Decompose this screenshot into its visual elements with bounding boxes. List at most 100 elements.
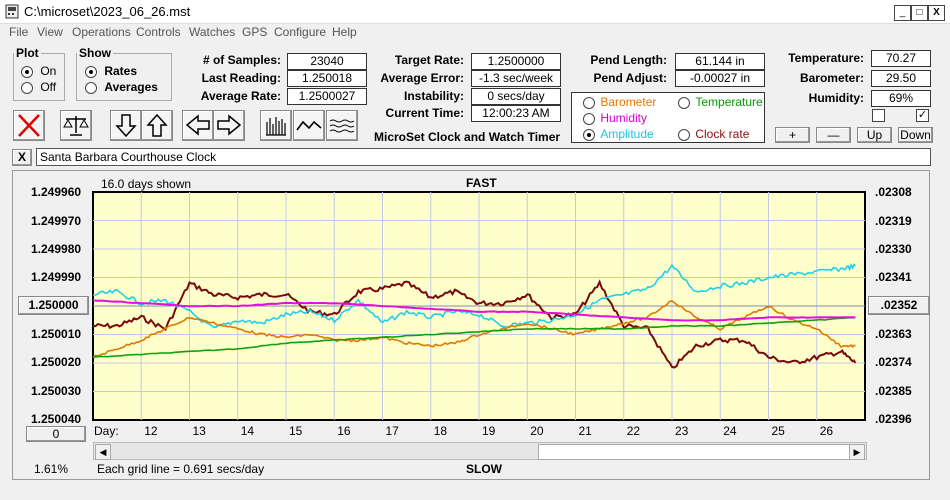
right-tick-4: .02341 xyxy=(875,270,912,284)
humidity-field: 69% xyxy=(871,90,931,107)
right-tick-7: .02385 xyxy=(875,384,912,398)
plot-off-radio[interactable]: Off xyxy=(21,80,56,94)
show-rates-label: Rates xyxy=(104,64,138,78)
app-icon xyxy=(5,4,19,19)
option-checkbox-2[interactable]: ✓ xyxy=(916,109,929,122)
show-group-title: Show xyxy=(79,46,111,60)
samples-label: # of Samples: xyxy=(202,53,281,67)
pend-length-label: Pend Length: xyxy=(590,53,667,67)
arrow-down-icon xyxy=(115,114,137,138)
day-tick-label: 24 xyxy=(723,424,737,438)
minus-button[interactable]: — xyxy=(816,127,851,143)
day-axis-label: Day: xyxy=(94,424,119,438)
instability-label: Instability: xyxy=(403,89,464,103)
minimize-button[interactable]: _ xyxy=(894,5,911,21)
overlay-humidity-label: Humidity xyxy=(600,111,648,125)
menu-watches[interactable]: Watches xyxy=(189,25,236,39)
menu-gps[interactable]: GPS xyxy=(242,25,268,39)
app-name: MicroSet Clock and Watch Timer xyxy=(374,130,561,144)
plot-on-radio[interactable]: On xyxy=(21,64,56,78)
maximize-button[interactable]: □ xyxy=(911,5,928,21)
overlay-clock-rate-radio[interactable]: Clock rate xyxy=(678,127,749,141)
overlay-amplitude-label: Amplitude xyxy=(600,127,654,141)
menu-configure[interactable]: Configure xyxy=(274,25,327,39)
day-tick-label: 12 xyxy=(144,424,158,438)
last-reading-field: 1.250018 xyxy=(287,70,367,87)
menu-file[interactable]: File xyxy=(9,25,29,39)
up-button[interactable]: Up xyxy=(857,127,892,143)
show-averages-radio[interactable]: Averages xyxy=(85,80,158,94)
horizontal-scrollbar[interactable]: ◀ ▶ xyxy=(93,442,867,460)
right-tick-2: .02319 xyxy=(875,214,912,228)
left-tick-2: 1.249970 xyxy=(31,214,82,228)
menu-controls[interactable]: Controls xyxy=(136,25,181,39)
right-tick-3: .02330 xyxy=(875,242,912,256)
plot-group: Plot xyxy=(13,46,65,101)
move-right-button[interactable] xyxy=(213,110,245,141)
day-tick-label: 15 xyxy=(289,424,303,438)
move-left-button[interactable] xyxy=(182,110,214,141)
temperature-label: Temperature: xyxy=(788,51,864,65)
move-up-button[interactable] xyxy=(141,110,173,141)
center-amplitude-button[interactable]: .02352 xyxy=(868,296,930,315)
avg-error-label: Average Error: xyxy=(380,71,464,85)
scroll-thumb[interactable] xyxy=(538,444,850,460)
overlay-barometer-radio[interactable]: Barometer xyxy=(583,95,656,109)
zero-button[interactable]: 0 xyxy=(26,426,86,442)
series-temperature xyxy=(92,316,856,359)
avg-rate-label: Average Rate: xyxy=(200,89,281,103)
day-tick-label: 19 xyxy=(482,424,496,438)
day-tick-label: 22 xyxy=(626,424,641,438)
day-tick-label: 13 xyxy=(192,424,206,438)
center-rate-button[interactable]: 1.250000 xyxy=(18,296,89,315)
menu-operations[interactable]: Operations xyxy=(72,25,131,39)
radio-selected-icon xyxy=(85,65,97,78)
percent-label: 1.61% xyxy=(34,462,69,476)
plot-on-label: On xyxy=(40,64,57,78)
day-tick-label: 23 xyxy=(675,424,689,438)
day-tick-label: 14 xyxy=(240,424,255,438)
overlay-temperature-radio[interactable]: Temperature xyxy=(678,95,763,109)
series-barometer xyxy=(92,300,856,358)
histogram-icon xyxy=(266,117,286,136)
window-title: C:\microset\2023_06_26.mst xyxy=(24,4,191,19)
overlay-humidity-radio[interactable]: Humidity xyxy=(583,111,647,125)
pend-length-field: 61.144 in xyxy=(675,53,765,70)
option-checkbox-1[interactable] xyxy=(872,109,885,122)
overlay-temperature-label: Temperature xyxy=(695,95,763,109)
balance-button[interactable] xyxy=(60,110,92,141)
days-shown-label: 16.0 days shown xyxy=(101,177,192,191)
overlay-amplitude-radio[interactable]: Amplitude xyxy=(583,127,654,141)
menu-help[interactable]: Help xyxy=(332,25,357,39)
scroll-left-icon[interactable]: ◀ xyxy=(95,444,111,460)
title-bar: C:\microset\2023_06_26.mst _ □ X xyxy=(0,0,950,24)
show-group: Show xyxy=(76,46,172,101)
left-tick-6: 1.250020 xyxy=(31,355,82,369)
stop-button[interactable] xyxy=(13,110,45,141)
radio-icon xyxy=(85,81,97,94)
day-tick-label: 17 xyxy=(385,424,399,438)
slow-label: SLOW xyxy=(466,462,502,476)
plus-button[interactable]: + xyxy=(775,127,810,143)
x-icon xyxy=(18,114,40,137)
menu-view[interactable]: View xyxy=(37,25,63,39)
radio-selected-icon xyxy=(583,128,595,141)
close-button[interactable]: X xyxy=(928,5,945,21)
plot-series xyxy=(92,263,857,369)
radio-selected-icon xyxy=(21,65,33,78)
humidity-label: Humidity: xyxy=(808,91,864,105)
bar-chart-button[interactable] xyxy=(260,110,292,141)
left-tick-8: 1.250040 xyxy=(31,412,82,426)
down-button[interactable]: Down xyxy=(898,127,933,143)
clock-name-input[interactable]: Santa Barbara Courthouse Clock xyxy=(36,148,931,166)
scale-icon xyxy=(63,116,89,136)
fast-label: FAST xyxy=(466,176,497,190)
clear-name-button[interactable]: X xyxy=(12,149,32,166)
noise-chart-button[interactable] xyxy=(326,110,358,141)
line-chart-button[interactable] xyxy=(293,110,325,141)
scroll-right-icon[interactable]: ▶ xyxy=(849,444,865,460)
show-rates-radio[interactable]: Rates xyxy=(85,64,137,78)
current-time-field: 12:00:23 AM xyxy=(471,105,561,122)
day-tick-label: 26 xyxy=(819,424,834,438)
day-tick-label: 25 xyxy=(771,424,785,438)
